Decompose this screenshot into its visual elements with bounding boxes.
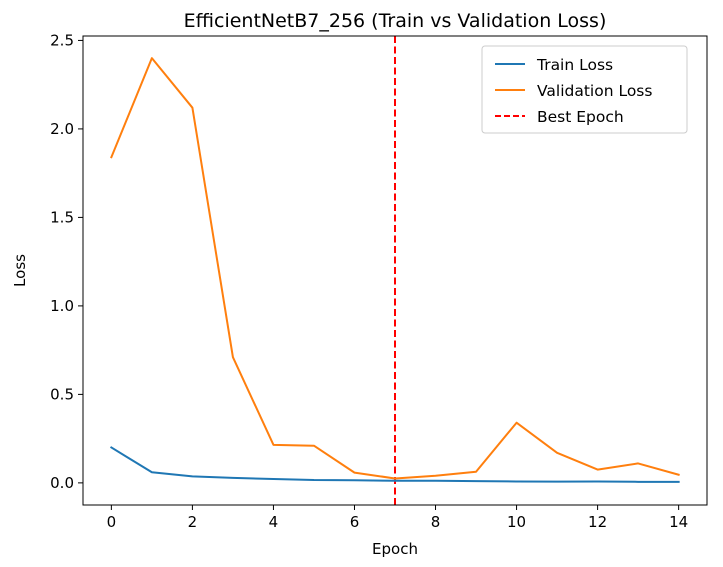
x-tick-label: 12 [588,513,607,531]
y-axis-ticks: 0.0 0.5 1.0 1.5 2.0 2.5 [50,31,83,492]
y-tick-label: 0.5 [50,385,74,403]
legend-box [481,45,688,134]
x-axis-label: Epoch [372,540,418,558]
y-tick-label: 2.5 [50,31,74,49]
legend-best-epoch-label: Best Epoch [537,108,624,126]
y-tick-label: 2.0 [50,120,74,138]
y-tick-label: 0.0 [50,474,74,492]
series-lines [109,57,680,483]
validation-loss-line [110,57,680,480]
x-tick-label: 2 [188,513,198,531]
legend: Train Loss Validation Loss Best Epoch [481,45,688,134]
x-tick-label: 0 [107,513,117,531]
x-tick-label: 14 [669,513,688,531]
y-axis-label: Loss [11,254,29,287]
y-tick-label: 1.0 [50,297,74,315]
train-loss-line [109,446,680,483]
x-tick-label: 6 [350,513,360,531]
x-axis-ticks: 0 2 4 6 8 10 12 14 [107,505,688,531]
chart-title: EfficientNetB7_256 (Train vs Validation … [184,10,607,32]
legend-train-loss-label: Train Loss [536,56,613,74]
plot-frame [82,35,708,506]
legend-validation-loss-label: Validation Loss [537,82,652,100]
x-tick-label: 10 [507,513,526,531]
y-tick-label: 1.5 [50,208,74,226]
x-tick-label: 4 [269,513,279,531]
x-tick-label: 8 [431,513,441,531]
